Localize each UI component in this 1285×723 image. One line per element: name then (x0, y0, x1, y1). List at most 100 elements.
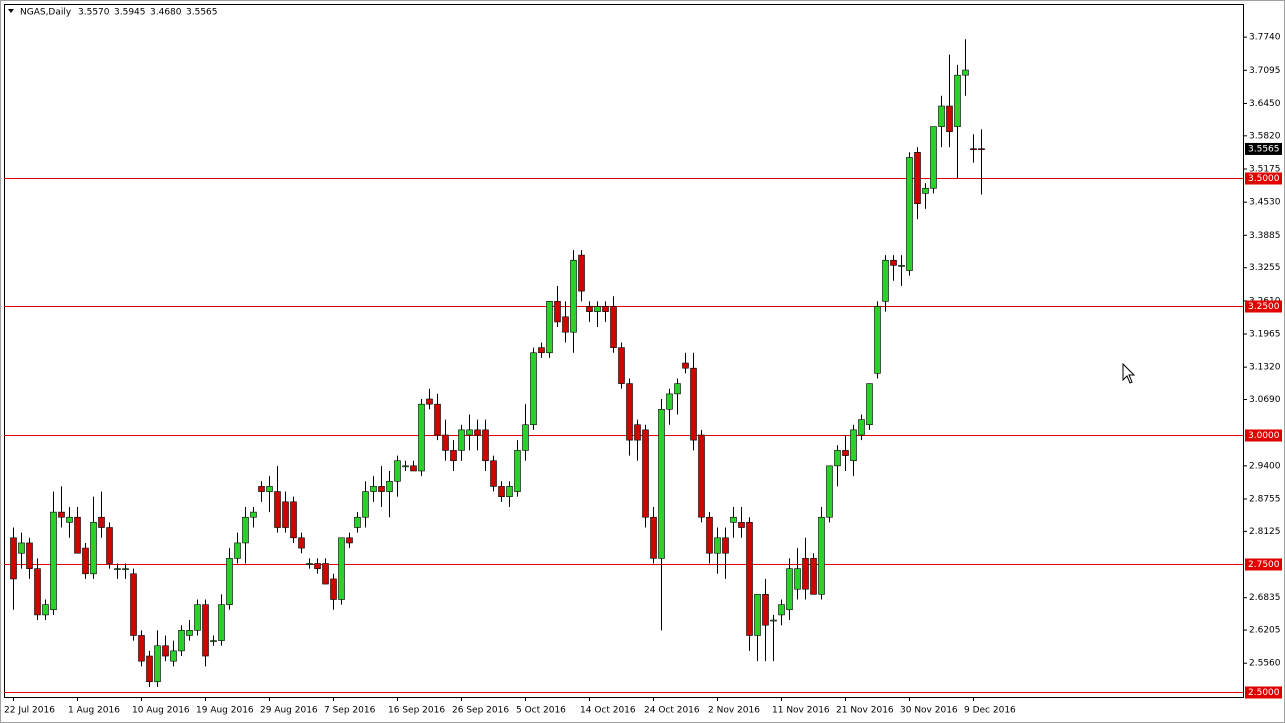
candle-body (666, 393, 673, 410)
candle-body (970, 148, 977, 151)
candle-body (362, 491, 369, 518)
candle-body (730, 516, 737, 523)
candle-body (226, 558, 233, 605)
candle-body (690, 367, 697, 441)
x-tick-label: 22 Jul 2016 (4, 706, 55, 716)
candle-body (954, 74, 961, 127)
price-label-box (1245, 142, 1282, 155)
candle-body (394, 460, 401, 482)
candle-body (650, 516, 657, 559)
candle-body (106, 527, 113, 564)
candle-body (866, 383, 873, 426)
y-tick-label: 3.6450 (1249, 99, 1281, 109)
candle-body (74, 516, 81, 554)
candle-body (346, 537, 353, 544)
x-tick-label: 5 Oct 2016 (516, 706, 566, 716)
candle-body (786, 568, 793, 611)
candle-body (578, 254, 585, 292)
candle-body (306, 563, 313, 565)
candle-body (18, 542, 25, 554)
candle-body (922, 187, 929, 194)
candles (10, 39, 985, 687)
candle-body (114, 568, 121, 570)
candle-body (66, 516, 73, 523)
candle-body (330, 578, 337, 600)
candle-body (762, 594, 769, 626)
x-tick-label: 24 Oct 2016 (644, 706, 700, 716)
candle-body (178, 630, 185, 652)
level-label: 3.2500 (1248, 302, 1280, 312)
candle-body (962, 69, 969, 76)
candle-body (386, 480, 393, 492)
candle-body (58, 511, 65, 518)
candle-body (978, 148, 985, 150)
x-tick-label: 11 Nov 2016 (772, 706, 830, 716)
candle-body (802, 558, 809, 590)
candle-body (554, 301, 561, 323)
candle-body (570, 259, 577, 333)
candle-body (474, 429, 481, 436)
candle-body (602, 306, 609, 312)
candle-body (810, 558, 817, 595)
candle-body (98, 516, 105, 528)
candle-body (610, 306, 617, 348)
candle-body (594, 306, 601, 312)
candle-body (698, 434, 705, 518)
x-tick-label: 21 Nov 2016 (836, 706, 894, 716)
level-label: 3.0000 (1248, 431, 1280, 441)
chart-title: NGAS,Daily (20, 8, 72, 18)
candle-body (258, 486, 265, 492)
x-tick-label: 19 Aug 2016 (196, 706, 254, 716)
candle-body (914, 151, 921, 204)
candle-body (850, 429, 857, 462)
candle-body (674, 383, 681, 395)
candle-body (82, 547, 89, 575)
candle-body (282, 501, 289, 528)
candle-body (770, 619, 777, 622)
candle-body (746, 522, 753, 636)
candle-body (202, 604, 209, 657)
candle-body (34, 568, 41, 616)
quote-value: 3.5945 (114, 8, 146, 18)
candle-body (946, 105, 953, 133)
candle-body (682, 362, 689, 369)
candle-body (538, 347, 545, 354)
candle-body (370, 486, 377, 492)
y-tick-label: 3.1320 (1249, 363, 1281, 373)
y-tick-label: 2.5560 (1249, 659, 1281, 669)
candle-body (794, 568, 801, 590)
y-tick-label: 3.7740 (1249, 33, 1281, 43)
candle-body (210, 640, 217, 642)
candle-body (482, 429, 489, 462)
candle-body (410, 465, 417, 472)
level-label: 3.5000 (1248, 174, 1280, 184)
candle-body (450, 450, 457, 462)
candle-body (514, 450, 521, 492)
candle-body (858, 419, 865, 436)
candle-body (938, 105, 945, 127)
candle-body (626, 383, 633, 441)
quote-value: 3.4680 (150, 8, 182, 18)
mouse-cursor (1122, 362, 1136, 384)
candle-body (642, 429, 649, 518)
candle-body (298, 537, 305, 549)
candle-body (530, 352, 537, 426)
time-axis: 22 Jul 2016 1 Aug 2016 10 Aug 2016 19 Aug 2… (4, 697, 1016, 716)
y-tick-label: 2.6835 (1249, 593, 1281, 603)
level-label-box (1245, 558, 1282, 571)
candle-body (898, 265, 905, 267)
y-tick-label: 3.4530 (1249, 198, 1281, 208)
candle-body (722, 537, 729, 554)
quote-value: 3.5565 (186, 8, 218, 18)
candle-body (634, 424, 641, 441)
candle-body (378, 486, 385, 492)
level-label-box (1245, 429, 1282, 442)
price-label: 3.5565 (1248, 144, 1280, 154)
y-tick-label: 2.8125 (1249, 527, 1281, 537)
y-tick-label: 3.1965 (1249, 330, 1281, 340)
candle-body (234, 542, 241, 559)
candle-body (322, 563, 329, 585)
candle-body (658, 409, 665, 559)
x-tick-label: 14 Oct 2016 (580, 706, 636, 716)
